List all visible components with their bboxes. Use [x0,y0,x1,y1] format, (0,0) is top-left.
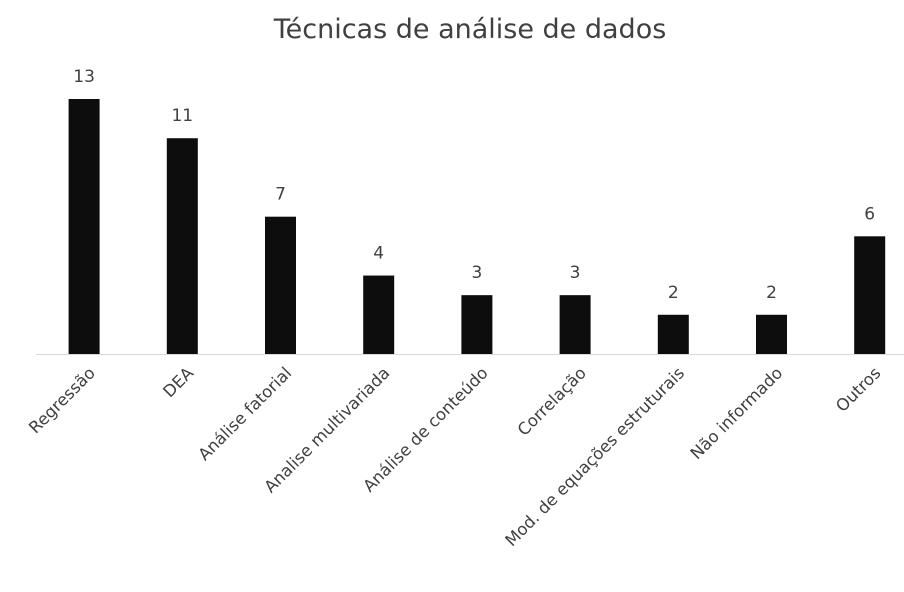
bar [559,295,591,354]
bar [756,314,787,354]
x-tick-label: DEA [159,363,197,401]
x-tick-label: Mod. de equações estruturais [501,363,688,550]
data-label: 6 [864,204,875,224]
bar [166,138,198,354]
bar [265,216,296,354]
bar [854,236,886,354]
bar [461,295,493,354]
x-tick-label: Regressão [25,363,99,437]
bar [657,314,689,354]
data-label: 11 [171,106,193,126]
x-tick-label: Outros [832,363,884,415]
x-tick-label: Correlação [514,363,590,439]
bar [68,99,100,354]
data-label: 3 [471,263,482,283]
data-label: 2 [766,283,777,303]
data-label: 13 [73,67,95,87]
data-label: 3 [570,263,581,283]
chart-title: Técnicas de análise de dados [273,14,667,45]
data-label: 2 [668,283,679,303]
x-tick-label: Análise fatorial [195,363,296,464]
data-label: 7 [275,185,286,205]
data-label: 4 [373,244,384,264]
x-tick-label: Não informado [687,363,787,463]
bar [363,275,395,354]
